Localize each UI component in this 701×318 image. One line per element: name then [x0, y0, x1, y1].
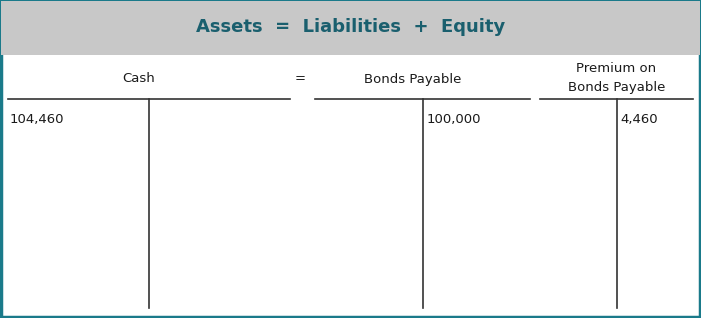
Text: 104,460: 104,460	[10, 113, 64, 126]
Text: =: =	[294, 73, 306, 86]
Text: Premium on: Premium on	[576, 63, 657, 75]
Text: Bonds Payable: Bonds Payable	[364, 73, 461, 86]
Bar	[1, 1, 700, 55]
Text: Cash: Cash	[123, 73, 156, 86]
Text: Bonds Payable: Bonds Payable	[568, 80, 665, 93]
Text: 4,460: 4,460	[620, 113, 658, 126]
Text: Assets  =  Liabilities  +  Equity: Assets = Liabilities + Equity	[196, 18, 505, 37]
Text: 100,000: 100,000	[426, 113, 481, 126]
